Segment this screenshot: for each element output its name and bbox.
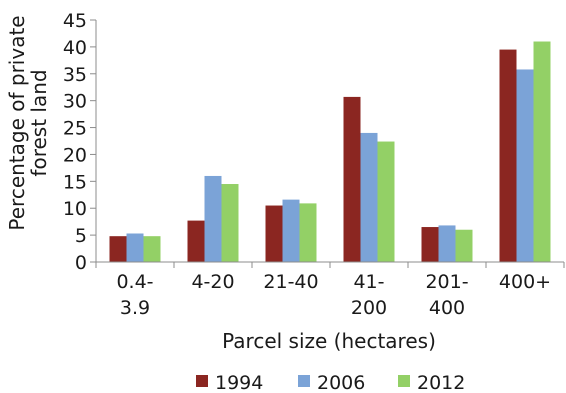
bar-1994-1: [187, 220, 205, 262]
bar-2012-0: [143, 236, 161, 262]
bar-1994-2: [265, 205, 283, 262]
y-tick-label: 30: [63, 91, 87, 113]
legend: 1994 2006 2012: [196, 372, 465, 393]
bar-1994-4: [421, 227, 439, 262]
y-tick-label: 20: [63, 144, 87, 166]
y-axis-title-line-2: forest land: [27, 69, 51, 176]
legend-label-2012: 2012: [417, 372, 465, 393]
x-tick-label: 4-20: [191, 271, 234, 293]
legend-swatch-2012: [398, 375, 410, 387]
axes: [95, 20, 565, 268]
bar-2006-4: [438, 225, 456, 262]
bar-2006-5: [516, 69, 534, 262]
bar-2012-2: [299, 203, 317, 262]
y-tick-label: 25: [63, 118, 87, 140]
x-axis-title: Parcel size (hectares): [222, 329, 436, 353]
y-tick-label: 40: [63, 37, 87, 59]
bar-1994-0: [109, 236, 127, 262]
x-tick-label: 3.9: [120, 297, 150, 319]
y-tick-label: 45: [63, 10, 87, 32]
x-tick-label: 21-40: [263, 271, 318, 293]
bar-2006-0: [126, 233, 144, 262]
bar-2012-4: [455, 229, 473, 262]
bar-2006-1: [204, 175, 222, 262]
x-axis-labels: 0.4- 3.9 4-20 21-40 41- 200 201- 400 400+: [116, 271, 551, 319]
bar-2006-2: [282, 199, 300, 262]
bar-2006-3: [360, 132, 378, 262]
legend-swatch-1994: [196, 375, 208, 387]
y-tick-label: 35: [63, 64, 87, 86]
x-tick-label: 400+: [499, 271, 551, 293]
y-axis-ticks: 0 5 10 15 20 25 30 35 40 45: [63, 10, 96, 274]
bar-1994-3: [343, 96, 361, 262]
bar-2012-5: [533, 41, 551, 263]
legend-label-1994: 1994: [215, 372, 263, 393]
legend-label-2006: 2006: [317, 372, 365, 393]
bar-2012-3: [377, 141, 395, 262]
y-tick-label: 15: [63, 171, 87, 193]
bar-1994-5: [499, 49, 517, 263]
x-tick-label: 0.4-: [116, 271, 153, 293]
y-tick-label: 10: [63, 198, 87, 220]
x-tick-label: 400: [429, 297, 465, 319]
bar-2012-1: [221, 184, 239, 262]
x-tick-label: 41-: [353, 271, 384, 293]
x-tick-label: 200: [351, 297, 387, 319]
y-axis-title: Percentage of private forest land: [5, 15, 51, 230]
y-tick-label: 5: [75, 225, 87, 247]
y-tick-label: 0: [75, 252, 87, 274]
y-axis-title-line-1: Percentage of private: [5, 15, 29, 230]
legend-swatch-2006: [298, 375, 310, 387]
bar-series: [109, 41, 551, 263]
x-tick-label: 201-: [425, 271, 468, 293]
